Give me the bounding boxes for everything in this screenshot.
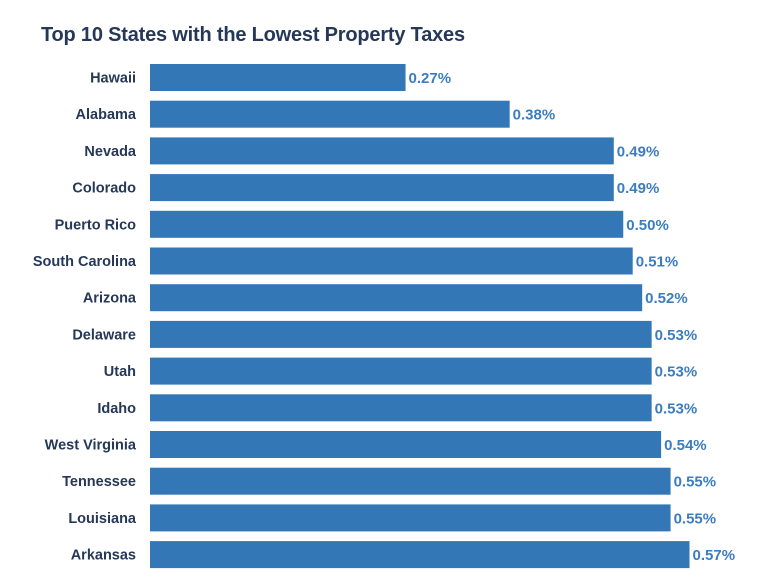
bar-arkansas xyxy=(150,541,690,569)
category-label-arizona: Arizona xyxy=(83,291,137,307)
bar-delaware xyxy=(150,320,652,348)
value-label-puerto-rico: 0.50% xyxy=(626,217,669,234)
bar-puerto-rico xyxy=(150,210,624,238)
bar-louisiana xyxy=(150,504,671,532)
bar-utah xyxy=(150,357,652,385)
category-label-utah: Utah xyxy=(104,364,136,380)
value-label-arizona: 0.52% xyxy=(645,290,688,307)
category-label-alabama: Alabama xyxy=(76,107,137,123)
value-label-arkansas: 0.57% xyxy=(693,547,736,564)
category-labels: Hawaii Alabama Nevada Colorado Puerto Rico So… xyxy=(33,71,137,564)
bar-west-virginia xyxy=(150,431,662,458)
value-label-south-carolina: 0.51% xyxy=(636,254,679,271)
category-label-delaware: Delaware xyxy=(72,327,136,343)
category-label-tennessee: Tennessee xyxy=(62,474,136,490)
category-label-south-carolina: South Carolina xyxy=(33,254,137,270)
bar-hawaii xyxy=(150,64,406,91)
value-label-idaho: 0.53% xyxy=(655,400,698,417)
category-label-louisiana: Louisiana xyxy=(68,511,137,527)
value-label-louisiana: 0.55% xyxy=(674,510,717,527)
bar-arizona xyxy=(150,284,643,312)
bar-idaho xyxy=(150,394,652,422)
value-label-nevada: 0.49% xyxy=(617,143,660,160)
chart-title: Top 10 States with the Lowest Property T… xyxy=(41,24,465,46)
category-label-arkansas: Arkansas xyxy=(71,548,136,564)
category-label-idaho: Idaho xyxy=(97,401,136,417)
value-label-west-virginia: 0.54% xyxy=(664,437,707,454)
category-label-nevada: Nevada xyxy=(84,144,137,160)
value-label-utah: 0.53% xyxy=(655,364,698,381)
bar-south-carolina xyxy=(150,247,633,275)
bar-alabama xyxy=(150,100,510,128)
category-label-west-virginia: West Virginia xyxy=(45,438,137,454)
bar-colorado xyxy=(150,174,614,202)
category-label-colorado: Colorado xyxy=(72,181,136,197)
bars-layer xyxy=(150,64,690,569)
value-label-hawaii: 0.27% xyxy=(409,70,452,87)
value-label-colorado: 0.49% xyxy=(617,180,660,197)
value-label-delaware: 0.53% xyxy=(655,327,698,344)
bar-nevada xyxy=(150,137,614,165)
bar-tennessee xyxy=(150,467,671,495)
value-label-alabama: 0.38% xyxy=(513,107,556,124)
value-labels: 0.27% 0.38% 0.49% 0.49% 0.50% 0.51% 0.52% 0.53%… xyxy=(409,70,735,564)
value-label-tennessee: 0.55% xyxy=(674,474,717,491)
category-label-puerto-rico: Puerto Rico xyxy=(55,217,137,233)
category-label-hawaii: Hawaii xyxy=(90,71,136,87)
